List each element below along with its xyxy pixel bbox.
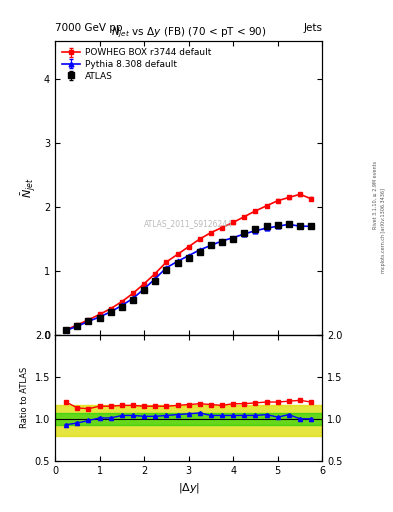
Text: Rivet 3.1.10, ≥ 2.9M events: Rivet 3.1.10, ≥ 2.9M events xyxy=(373,160,378,229)
Text: 7000 GeV pp: 7000 GeV pp xyxy=(55,23,123,33)
Bar xyxy=(55,413,322,424)
Bar xyxy=(55,404,322,436)
X-axis label: |$\Delta y$|: |$\Delta y$| xyxy=(178,481,200,495)
Text: Jets: Jets xyxy=(303,23,322,33)
Y-axis label: Ratio to ATLAS: Ratio to ATLAS xyxy=(20,367,29,429)
Legend: POWHEG BOX r3744 default, Pythia 8.308 default, ATLAS: POWHEG BOX r3744 default, Pythia 8.308 d… xyxy=(59,46,214,83)
Text: ATLAS_2011_S9126244: ATLAS_2011_S9126244 xyxy=(144,219,233,228)
Text: mcplots.cern.ch [arXiv:1306.3436]: mcplots.cern.ch [arXiv:1306.3436] xyxy=(381,188,386,273)
Y-axis label: $\bar{N}_{jet}$: $\bar{N}_{jet}$ xyxy=(20,178,39,198)
Title: $N_{jet}$ vs $\Delta y$ (FB) (70 < pT < 90): $N_{jet}$ vs $\Delta y$ (FB) (70 < pT < … xyxy=(111,26,266,40)
